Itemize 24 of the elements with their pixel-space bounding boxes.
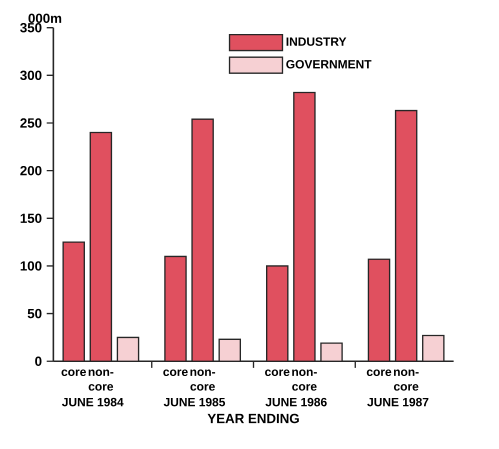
x-axis-title: YEAR ENDING bbox=[208, 414, 299, 424]
x-tick-label: core bbox=[366, 369, 392, 376]
legend-label: INDUSTRY bbox=[286, 37, 346, 46]
x-tick-label: core bbox=[163, 369, 188, 376]
y-tick-label: 300 bbox=[20, 70, 42, 80]
x-tick-label: non-core bbox=[88, 369, 114, 391]
y-tick-label: 0 bbox=[35, 356, 42, 366]
legend-label: GOVERNMENT bbox=[286, 60, 372, 68]
y-tick-label: 350 bbox=[20, 22, 42, 32]
y-tick-label: 200 bbox=[20, 166, 42, 176]
x-tick-label: non-core bbox=[394, 369, 419, 391]
y-axis-title: 000m bbox=[28, 13, 62, 23]
text: JUNE 1985 bbox=[164, 398, 226, 406]
text: JUNE 1987 bbox=[367, 398, 428, 406]
x-tick-label: non-core bbox=[190, 369, 216, 391]
x-tick-label: core bbox=[265, 369, 290, 376]
y-tick-label: 100 bbox=[20, 261, 42, 270]
y-tick-label: 50 bbox=[28, 308, 42, 318]
y-tick-label: 150 bbox=[20, 213, 42, 223]
text: JUNE 1984 bbox=[62, 398, 124, 406]
x-tick-label: non-core bbox=[292, 369, 317, 391]
x-tick-label: core bbox=[62, 369, 86, 376]
y-tick-label: 250 bbox=[20, 118, 42, 128]
text: JUNE 1986 bbox=[266, 398, 327, 406]
